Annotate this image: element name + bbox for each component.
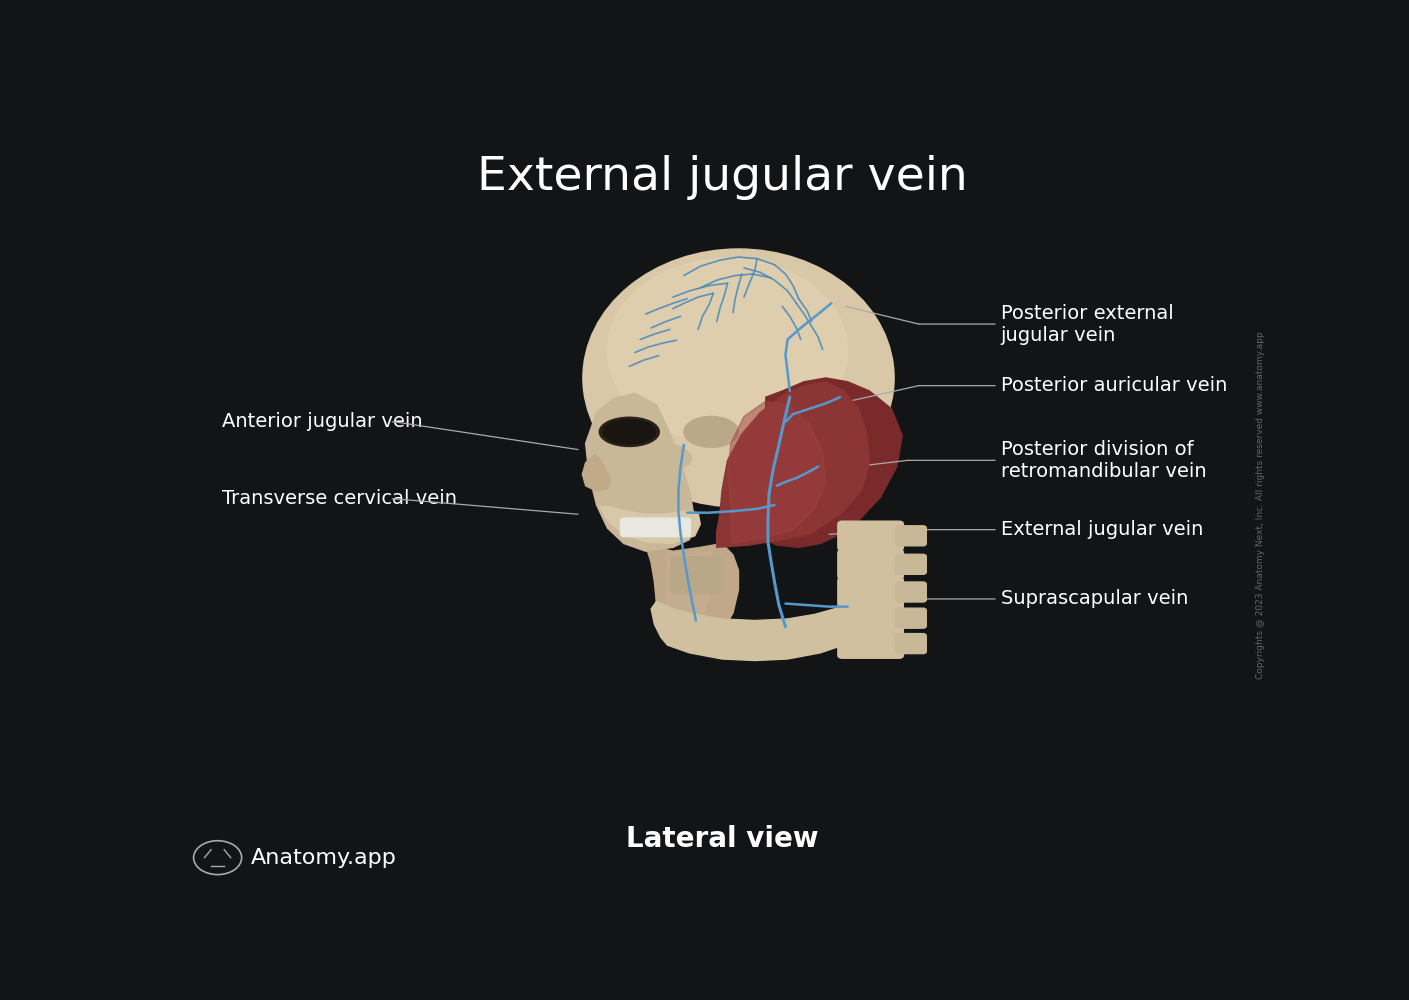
Text: Posterior division of
retromandibular vein: Posterior division of retromandibular ve… (1000, 440, 1206, 481)
FancyBboxPatch shape (671, 557, 723, 594)
Ellipse shape (603, 420, 655, 444)
FancyBboxPatch shape (838, 604, 903, 633)
Text: Anatomy.app: Anatomy.app (251, 848, 396, 868)
Text: Anterior jugular vein: Anterior jugular vein (223, 412, 423, 431)
Text: Lateral view: Lateral view (626, 825, 819, 853)
Text: Posterior auricular vein: Posterior auricular vein (1000, 376, 1227, 395)
Text: Transverse cervical vein: Transverse cervical vein (223, 489, 457, 508)
Ellipse shape (583, 249, 895, 507)
Text: External jugular vein: External jugular vein (1000, 520, 1203, 539)
Text: Posterior external
jugular vein: Posterior external jugular vein (1000, 304, 1174, 345)
FancyBboxPatch shape (838, 521, 903, 550)
Polygon shape (717, 382, 869, 547)
FancyBboxPatch shape (838, 577, 903, 607)
FancyBboxPatch shape (838, 629, 903, 658)
Polygon shape (582, 455, 610, 491)
FancyBboxPatch shape (896, 582, 926, 602)
Polygon shape (600, 507, 700, 544)
Ellipse shape (610, 439, 692, 471)
Ellipse shape (599, 417, 659, 446)
Text: External jugular vein: External jugular vein (476, 155, 968, 200)
Ellipse shape (607, 259, 848, 443)
Polygon shape (665, 551, 712, 640)
FancyBboxPatch shape (838, 550, 903, 579)
Ellipse shape (683, 416, 738, 447)
FancyBboxPatch shape (896, 526, 926, 546)
Polygon shape (645, 544, 738, 647)
Polygon shape (586, 393, 695, 551)
Text: Copyrights @ 2023 Anatomy Next, Inc. All rights reserved www.anatomy.app: Copyrights @ 2023 Anatomy Next, Inc. All… (1255, 331, 1265, 679)
Polygon shape (755, 378, 902, 547)
FancyBboxPatch shape (896, 554, 926, 574)
Text: Suprascapular vein: Suprascapular vein (1000, 589, 1188, 608)
FancyBboxPatch shape (896, 634, 926, 654)
FancyBboxPatch shape (896, 608, 926, 628)
Polygon shape (651, 601, 886, 661)
Polygon shape (727, 401, 826, 544)
FancyBboxPatch shape (620, 518, 690, 537)
